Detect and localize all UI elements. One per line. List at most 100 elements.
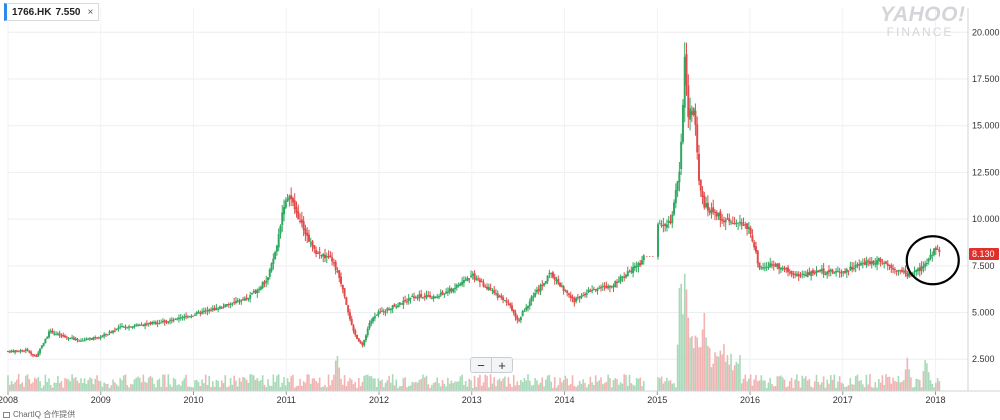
- candle-body: [329, 255, 332, 258]
- candle-body: [293, 200, 296, 210]
- candle-body: [274, 252, 277, 260]
- volume-bar: [869, 374, 871, 391]
- volume-bar: [578, 380, 581, 391]
- volume-bar: [728, 364, 731, 391]
- volume-bar: [749, 374, 752, 391]
- candle-body: [432, 296, 435, 299]
- candle-body: [423, 296, 426, 298]
- candle-body: [471, 273, 474, 276]
- candle-body: [414, 296, 417, 298]
- volume-bar: [359, 386, 362, 391]
- candle-body: [302, 221, 305, 230]
- volume-bar: [863, 387, 866, 391]
- candle-body: [833, 272, 836, 274]
- candle-body: [683, 56, 686, 108]
- candle-body: [213, 308, 216, 311]
- candle-body: [49, 330, 52, 332]
- candle-body: [774, 264, 777, 267]
- volume-bar: [885, 374, 887, 391]
- candle-body: [537, 288, 540, 291]
- volume-bar: [384, 382, 387, 391]
- volume-bar: [847, 385, 850, 391]
- candle-body: [281, 212, 284, 226]
- volume-bar: [881, 375, 884, 391]
- volume-bar: [594, 375, 597, 391]
- candle-body: [393, 304, 396, 307]
- volume-bar: [591, 382, 593, 391]
- volume-bar: [322, 386, 325, 391]
- volume-bars: [7, 273, 941, 391]
- volume-bar: [913, 386, 916, 391]
- candle-body: [608, 285, 611, 288]
- volume-bar: [220, 380, 223, 391]
- candle-body: [391, 305, 394, 310]
- volume-bar: [425, 375, 428, 391]
- volume-bar: [935, 382, 937, 391]
- volume-bar: [507, 377, 510, 391]
- candle-body: [24, 349, 27, 352]
- volume-bar: [680, 283, 682, 391]
- candle-body: [382, 311, 385, 313]
- volume-bar: [252, 375, 255, 391]
- volume-bar: [25, 375, 27, 391]
- volume-bar: [131, 384, 134, 391]
- volume-bar: [642, 381, 645, 391]
- close-icon[interactable]: ×: [87, 6, 94, 18]
- candle-body: [735, 222, 738, 224]
- candle-body: [227, 303, 230, 305]
- candle-body: [553, 276, 556, 280]
- volume-bar: [516, 381, 519, 391]
- volume-bar: [840, 382, 843, 391]
- volume-bar: [160, 386, 162, 391]
- volume-bar: [831, 379, 834, 391]
- candle-body: [701, 190, 704, 198]
- volume-bar: [124, 374, 127, 391]
- candle-body: [696, 124, 699, 153]
- volume-bar: [626, 385, 629, 391]
- volume-bar: [122, 375, 125, 391]
- candle-body: [397, 305, 400, 308]
- volume-bar: [270, 385, 273, 391]
- volume-bar: [381, 379, 383, 391]
- candle-body: [724, 219, 727, 223]
- volume-bar: [212, 381, 214, 391]
- volume-bar: [710, 367, 713, 391]
- volume-bar: [94, 378, 97, 391]
- candle-body: [429, 295, 432, 298]
- candle-body: [624, 275, 627, 278]
- candle-body: [201, 311, 204, 314]
- volume-bar: [760, 375, 763, 391]
- volume-bar: [172, 377, 175, 391]
- volume-bar: [149, 376, 152, 391]
- candle-body: [594, 289, 597, 291]
- candle-body: [158, 323, 161, 325]
- volume-bar: [188, 386, 191, 391]
- volume-bar: [537, 384, 540, 391]
- volume-bar: [238, 377, 241, 391]
- volume-bar: [156, 379, 159, 391]
- zoom-in-button[interactable]: +: [491, 358, 512, 372]
- volume-bar: [920, 387, 923, 391]
- candle-body: [464, 279, 467, 281]
- candle-body: [165, 321, 168, 323]
- volume-bar: [730, 353, 732, 391]
- candle-body: [626, 271, 629, 277]
- volume-bar: [933, 387, 935, 391]
- symbol-chip[interactable]: 1766.HK 7.550 ×: [4, 3, 100, 21]
- candle-body: [890, 265, 893, 269]
- candle-body: [858, 264, 861, 266]
- volume-bar: [860, 380, 862, 391]
- x-tick-label: 2013: [462, 395, 482, 405]
- volume-bar: [553, 377, 556, 391]
- volume-bar: [304, 382, 307, 391]
- candle-body: [835, 270, 838, 273]
- candle-body: [505, 300, 508, 303]
- candle-body: [799, 275, 802, 277]
- candle-body: [400, 303, 403, 305]
- y-tick-label: 2.500: [972, 354, 995, 364]
- candle-body: [430, 297, 433, 299]
- zoom-out-button[interactable]: −: [477, 357, 485, 373]
- candle-body: [555, 279, 558, 281]
- volume-bar: [461, 374, 463, 391]
